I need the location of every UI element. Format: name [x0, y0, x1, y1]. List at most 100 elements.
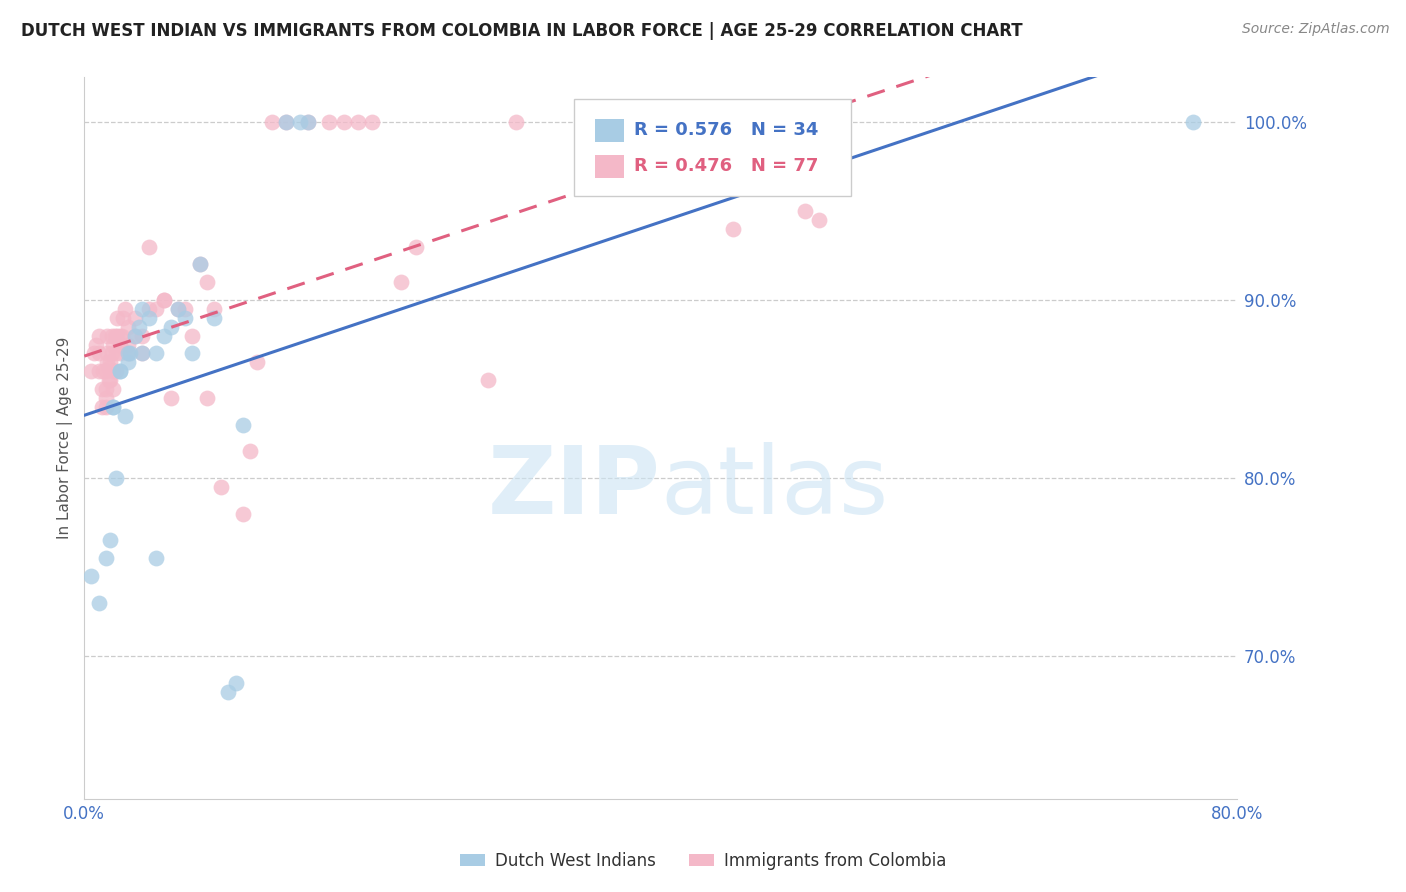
Text: ZIP: ZIP [488, 442, 661, 534]
Point [188, 257, 211, 271]
Point [225, 675, 247, 690]
Point [131, 346, 153, 360]
Text: atlas: atlas [661, 442, 889, 534]
Point [104, 364, 127, 378]
Point [217, 684, 239, 698]
Point [87, 364, 110, 378]
Point [124, 328, 146, 343]
Point [98, 373, 121, 387]
Point [128, 319, 150, 334]
Point [104, 346, 127, 360]
Point [145, 346, 167, 360]
Point [477, 373, 499, 387]
Point [90, 400, 112, 414]
Y-axis label: In Labor Force | Age 25-29: In Labor Force | Age 25-29 [58, 337, 73, 539]
Point [117, 319, 139, 334]
Point [87, 328, 110, 343]
Point [101, 364, 124, 378]
Point [405, 239, 427, 253]
Point [347, 115, 370, 129]
Point [159, 319, 181, 334]
Point [110, 346, 132, 360]
Point [114, 409, 136, 423]
Point [202, 310, 225, 325]
Point [107, 310, 129, 325]
Point [274, 115, 297, 129]
Point [101, 337, 124, 351]
Point [97, 360, 120, 375]
Point [232, 417, 254, 432]
Point [101, 400, 124, 414]
Point [87, 596, 110, 610]
Text: R = 0.576   N = 34: R = 0.576 N = 34 [634, 121, 818, 139]
Point [174, 310, 197, 325]
Point [124, 328, 146, 343]
Point [100, 346, 122, 360]
Point [246, 355, 269, 369]
Point [117, 346, 139, 360]
Point [209, 480, 232, 494]
Point [131, 346, 153, 360]
Point [80, 569, 103, 583]
FancyBboxPatch shape [595, 155, 624, 178]
Point [195, 391, 218, 405]
Point [110, 364, 132, 378]
Point [98, 355, 121, 369]
Point [232, 507, 254, 521]
Point [94, 400, 117, 414]
Point [297, 115, 319, 129]
Point [91, 364, 114, 378]
Point [98, 533, 121, 548]
Point [124, 310, 146, 325]
Point [152, 328, 174, 343]
Point [94, 382, 117, 396]
Point [96, 328, 118, 343]
Point [101, 382, 124, 396]
Point [83, 346, 105, 360]
Point [735, 115, 758, 129]
Text: Source: ZipAtlas.com: Source: ZipAtlas.com [1241, 22, 1389, 37]
Point [361, 115, 384, 129]
Point [202, 301, 225, 316]
Point [96, 346, 118, 360]
Point [239, 444, 262, 458]
Point [620, 115, 643, 129]
Point [103, 328, 125, 343]
Legend: Dutch West Indians, Immigrants from Colombia: Dutch West Indians, Immigrants from Colo… [453, 846, 953, 877]
Point [110, 328, 132, 343]
Point [389, 275, 412, 289]
Point [100, 328, 122, 343]
Point [297, 115, 319, 129]
Point [117, 355, 139, 369]
Point [110, 364, 132, 378]
Point [112, 310, 135, 325]
Point [195, 275, 218, 289]
Point [101, 400, 124, 414]
Point [104, 471, 127, 485]
Point [167, 301, 190, 316]
Point [94, 551, 117, 566]
Point [505, 115, 527, 129]
Point [80, 364, 103, 378]
Point [131, 301, 153, 316]
Point [1182, 115, 1205, 129]
Point [793, 204, 815, 219]
Point [131, 328, 153, 343]
Point [167, 301, 190, 316]
Point [96, 355, 118, 369]
FancyBboxPatch shape [595, 120, 624, 143]
Point [152, 293, 174, 307]
Point [145, 301, 167, 316]
Point [117, 337, 139, 351]
Point [332, 115, 354, 129]
Point [87, 346, 110, 360]
Point [721, 221, 744, 235]
Point [84, 337, 107, 351]
Point [578, 115, 600, 129]
Text: R = 0.476   N = 77: R = 0.476 N = 77 [634, 157, 818, 175]
Point [94, 364, 117, 378]
Point [138, 310, 160, 325]
Point [290, 115, 312, 129]
Point [97, 373, 120, 387]
Point [114, 301, 136, 316]
